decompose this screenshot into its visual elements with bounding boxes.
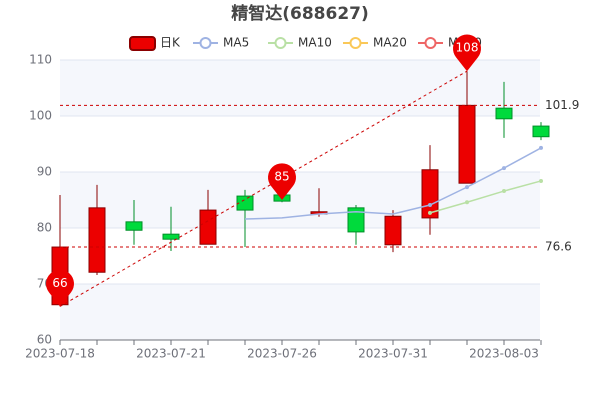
- y-tick-label: 90: [37, 165, 52, 179]
- legend-item: MA20: [343, 36, 407, 50]
- mark-line-label: 76.6: [545, 240, 572, 254]
- candle-body: [199, 209, 217, 245]
- x-tick-label: 2023-07-21: [136, 347, 206, 361]
- mark-pin: [46, 269, 74, 307]
- mark-pin-label: 85: [274, 170, 289, 184]
- x-tick-label: 2023-07-31: [358, 347, 428, 361]
- ma-point: [539, 145, 543, 150]
- x-tick-label: 2023-08-03: [469, 347, 539, 361]
- legend-label: MA20: [373, 36, 407, 50]
- mark-line-label: 101.9: [545, 98, 579, 112]
- x-tick-label: 2023-07-26: [247, 347, 317, 361]
- legend-marker: [199, 37, 212, 49]
- candle-body: [532, 125, 550, 138]
- legend-marker: [349, 37, 362, 49]
- ma-point: [428, 210, 432, 215]
- mark-pin: [267, 163, 296, 200]
- y-tick-label: 110: [29, 53, 52, 67]
- legend-item: MA5: [193, 36, 249, 50]
- ma-point: [539, 178, 543, 183]
- y-tick-label: 60: [37, 333, 52, 347]
- y-tick-label: 100: [29, 109, 52, 123]
- candle-body: [384, 215, 402, 246]
- ma-line: [429, 180, 542, 214]
- chart-title: 精智达(688627): [231, 3, 369, 24]
- legend-label: MA10: [298, 36, 332, 50]
- ma-point: [502, 189, 506, 194]
- candle-body: [495, 107, 513, 120]
- legend-item: MA10: [268, 36, 332, 50]
- mark-pin-label: 66: [52, 276, 67, 290]
- legend-label: MA5: [223, 36, 249, 50]
- ma-point: [465, 200, 469, 205]
- ma-point: [465, 185, 469, 190]
- candle-body: [88, 207, 106, 273]
- legend-label: 日K: [160, 36, 181, 50]
- y-tick-label: 80: [37, 221, 52, 235]
- mark-pin: [453, 34, 481, 72]
- ma-point: [502, 166, 506, 171]
- x-tick-label: 2023-07-18: [25, 347, 95, 361]
- candle-body: [458, 104, 476, 184]
- candle-body: [125, 221, 143, 231]
- candle-body: [347, 207, 365, 233]
- split-area: [60, 228, 540, 284]
- mark-pin-label: 108: [456, 41, 479, 55]
- ma-line: [244, 147, 542, 220]
- legend-item: 日K: [129, 36, 181, 51]
- trend-line: [59, 70, 468, 307]
- ma-point: [428, 203, 432, 208]
- legend-swatch: [129, 36, 156, 51]
- legend-marker: [424, 37, 437, 49]
- split-area: [60, 284, 540, 340]
- candle-body: [162, 233, 180, 240]
- legend-marker: [274, 37, 287, 49]
- candle-body: [236, 195, 254, 211]
